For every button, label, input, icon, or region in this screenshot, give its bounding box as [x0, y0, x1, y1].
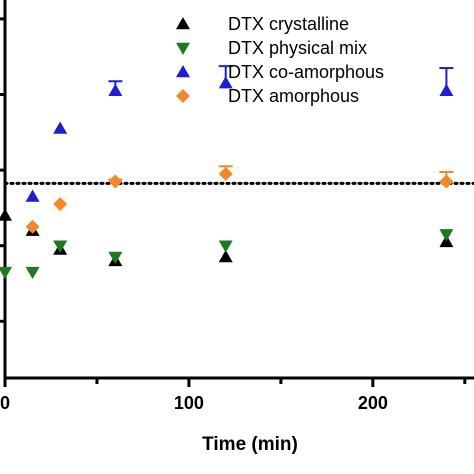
legend-marker — [176, 89, 190, 103]
legend-marker — [176, 65, 190, 78]
legend-label: DTX physical mix — [228, 38, 367, 58]
data-point — [439, 83, 454, 96]
x-tick-label: 100 — [174, 393, 204, 413]
legend: DTX crystalline DTX physical mix DTX co-am… — [176, 14, 384, 106]
axes: 0 100 200 — [0, 0, 474, 413]
data-point — [439, 229, 454, 242]
data-point — [0, 266, 12, 280]
x-tick-label: 200 — [358, 393, 388, 413]
legend-item: DTX crystalline — [176, 14, 349, 34]
legend-label: DTX crystalline — [228, 14, 349, 34]
data-point — [25, 219, 40, 234]
data-point — [218, 76, 233, 89]
data-point — [218, 240, 233, 253]
data-point — [108, 83, 123, 96]
plot-area — [0, 65, 474, 280]
data-point — [439, 174, 454, 189]
series-dtx-crystalline — [0, 208, 454, 267]
series-dtx-co-amorphous — [25, 65, 454, 202]
data-point — [25, 266, 40, 280]
legend-item: DTX physical mix — [176, 38, 367, 58]
data-point — [53, 121, 68, 134]
x-axis-title: Time (min) — [202, 434, 298, 455]
legend-label: DTX co-amorphous — [228, 62, 384, 82]
data-point — [53, 197, 68, 212]
legend-label: DTX amorphous — [228, 86, 359, 106]
legend-marker — [176, 17, 190, 30]
data-point — [218, 250, 233, 263]
data-point — [25, 189, 40, 202]
legend-marker — [176, 42, 190, 55]
data-point — [0, 208, 12, 221]
data-point — [218, 166, 233, 181]
legend-item: DTX amorphous — [176, 86, 359, 106]
x-tick-label: 0 — [0, 393, 10, 413]
data-point — [108, 251, 123, 265]
data-point — [53, 240, 68, 253]
legend-item: DTX co-amorphous — [176, 62, 384, 82]
series-dtx-amorphous — [25, 165, 454, 234]
series-dtx-physical-mix — [0, 229, 454, 280]
data-point — [108, 174, 123, 189]
